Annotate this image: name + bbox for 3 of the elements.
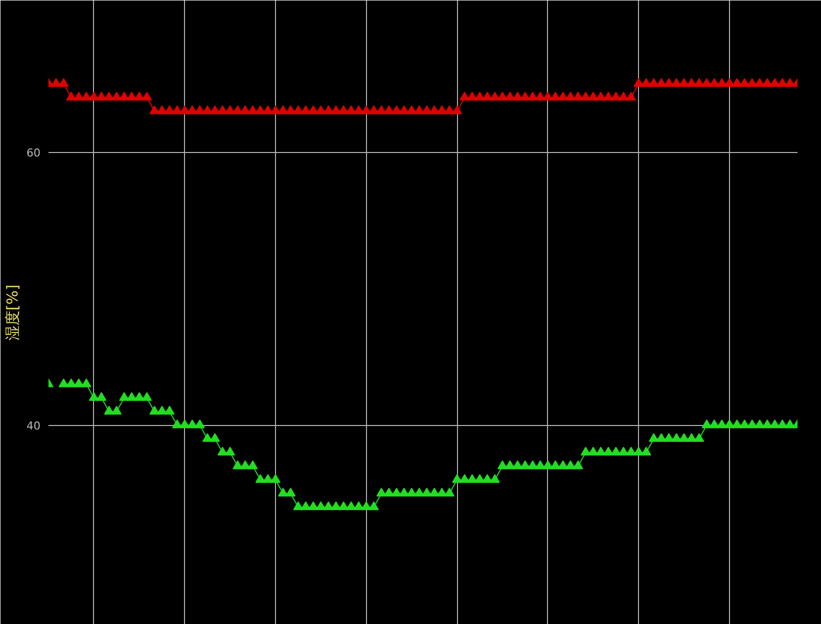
y-tick-label: 40	[26, 420, 41, 433]
y-axis-title: 湿度[%]	[4, 284, 22, 340]
y-tick-label: 60	[26, 146, 41, 160]
